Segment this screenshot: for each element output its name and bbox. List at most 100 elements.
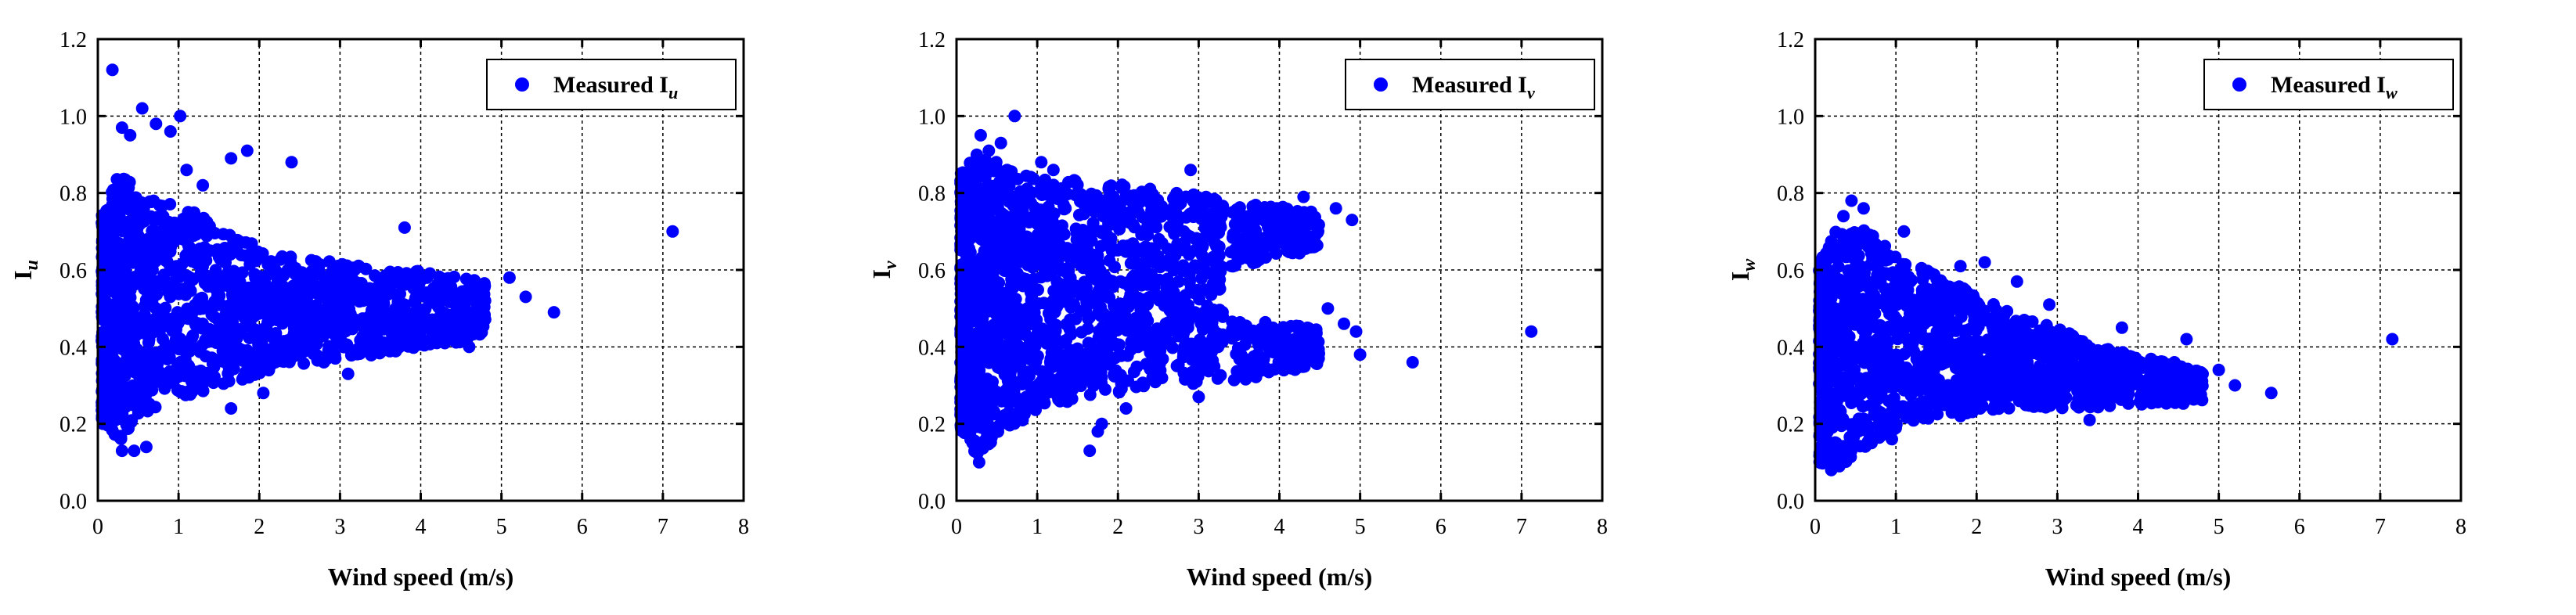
data-point <box>182 359 196 372</box>
data-point <box>1095 417 1108 430</box>
data-point <box>231 331 243 344</box>
legend-label: Measured Iu <box>553 72 678 102</box>
data-point <box>136 200 150 213</box>
data-point <box>1229 259 1242 272</box>
data-point <box>1061 278 1074 291</box>
data-point <box>1190 353 1203 366</box>
data-point <box>1035 271 1047 284</box>
chart-panel-iu: 0 1 2 3 4 5 6 7 8 0.0 0.2 0.4 0.6 0.8 1.0 1.2 Wind speed… <box>0 0 859 615</box>
data-point <box>1297 190 1310 203</box>
data-point <box>375 307 388 320</box>
data-point <box>1094 309 1108 322</box>
data-point <box>96 400 110 413</box>
data-point <box>1236 235 1249 248</box>
data-point <box>1075 240 1089 254</box>
data-point <box>106 322 120 336</box>
data-point <box>172 343 186 356</box>
data-point <box>1973 311 1987 324</box>
x-axis-label: Wind speed (m/s) <box>1187 563 1373 591</box>
data-point <box>1061 352 1074 365</box>
data-point <box>1021 236 1034 249</box>
data-point <box>1074 195 1086 208</box>
data-point <box>974 128 987 142</box>
data-point <box>220 357 233 370</box>
data-point <box>351 276 363 290</box>
data-point <box>1022 216 1036 228</box>
legend-label-sub: u <box>668 83 678 102</box>
chart-panel-iw: 0 1 2 3 4 5 6 7 8 0.0 0.2 0.4 0.6 0.8 1.0 1.2 Wind speed… <box>1717 0 2576 615</box>
data-point <box>295 283 308 297</box>
data-point <box>99 377 112 390</box>
data-point <box>306 275 319 288</box>
legend-marker <box>1374 77 1388 92</box>
data-point <box>179 288 193 301</box>
data-point <box>1180 369 1194 382</box>
data-point <box>982 144 996 157</box>
data-point <box>1087 346 1101 358</box>
y-tick-label: 1.2 <box>59 28 87 52</box>
data-point <box>1195 284 1209 297</box>
x-tick-label: 0 <box>951 515 962 539</box>
data-point <box>416 290 429 303</box>
data-point <box>182 215 196 228</box>
data-point <box>135 102 149 115</box>
data-point <box>993 175 1007 189</box>
data-point <box>1087 248 1101 261</box>
data-point <box>249 293 262 306</box>
data-point <box>310 337 323 351</box>
data-point <box>1287 210 1300 223</box>
y-tick-label: 0.4 <box>59 336 87 360</box>
data-point <box>469 306 482 319</box>
data-point <box>360 313 373 326</box>
data-point <box>1048 330 1061 343</box>
data-point <box>312 258 326 272</box>
data-point <box>1086 217 1100 229</box>
data-point <box>296 266 308 279</box>
data-point <box>1154 210 1167 223</box>
data-point <box>1082 336 1095 350</box>
data-point <box>248 309 261 322</box>
data-point <box>1212 226 1226 239</box>
data-point <box>1136 376 1149 390</box>
data-point <box>961 222 975 236</box>
data-point <box>1196 319 1209 333</box>
data-point <box>155 212 168 225</box>
data-point <box>258 275 271 288</box>
data-point <box>1177 347 1190 360</box>
data-point <box>182 312 195 325</box>
data-point <box>1987 298 2000 311</box>
data-point <box>115 368 128 381</box>
data-point <box>236 372 249 386</box>
data-point <box>257 387 270 400</box>
data-point <box>152 225 165 239</box>
data-point <box>225 344 239 358</box>
data-point <box>181 302 194 315</box>
data-point <box>277 269 290 282</box>
data-point <box>1242 210 1256 222</box>
data-point <box>1004 333 1017 346</box>
data-point <box>996 241 1008 254</box>
data-point <box>180 164 193 177</box>
data-point <box>434 321 447 333</box>
data-point <box>1244 227 1257 240</box>
legend-label: Measured Iv <box>1412 72 1535 102</box>
data-point <box>547 306 560 319</box>
data-point <box>1293 229 1306 243</box>
data-point <box>1180 228 1193 241</box>
y-axis-label-sub: v <box>881 261 901 269</box>
data-point <box>115 357 128 370</box>
data-point <box>1023 333 1036 347</box>
data-point <box>174 110 187 123</box>
x-tick-label: 8 <box>738 515 749 539</box>
data-point <box>199 333 212 347</box>
data-point <box>1237 325 1250 339</box>
x-axis-label: Wind speed (m/s) <box>328 563 514 591</box>
data-point <box>1525 325 1538 338</box>
data-point <box>317 356 330 369</box>
data-point <box>1953 280 1965 293</box>
data-point <box>328 318 341 331</box>
data-point <box>1004 387 1018 400</box>
data-point <box>388 327 402 340</box>
data-point <box>1297 207 1310 220</box>
